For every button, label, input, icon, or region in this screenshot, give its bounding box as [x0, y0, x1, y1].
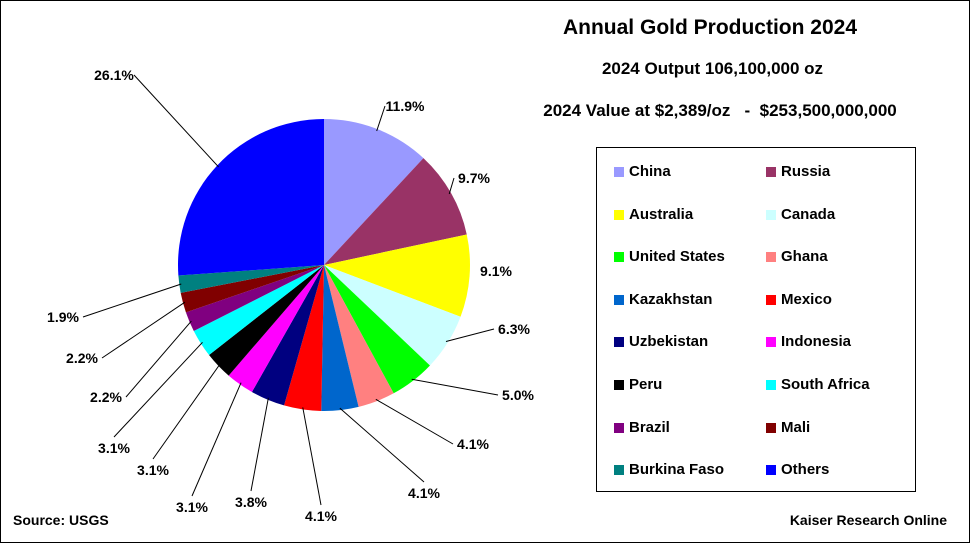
legend-swatch: [766, 422, 776, 433]
legend-label: Others: [781, 461, 830, 479]
slice-label: 11.9%: [386, 98, 425, 114]
legend-label: Kazakhstan: [629, 290, 713, 308]
leader-line: [302, 407, 322, 506]
legend-label: Indonesia: [781, 333, 852, 351]
legend-label: China: [629, 163, 671, 180]
leader-line: [152, 364, 221, 460]
pie-slice-mali: [180, 265, 324, 313]
legend-label: Mexico: [781, 290, 832, 308]
slice-label: 9.7%: [458, 170, 490, 186]
legend-swatch: [614, 422, 624, 433]
leader-line: [411, 378, 499, 396]
slice-label: 1.9%: [47, 309, 79, 325]
legend-swatch: [766, 294, 776, 305]
legend-swatch: [614, 209, 624, 220]
legend-swatch: [614, 294, 624, 305]
slice-label: 5.0%: [502, 387, 534, 403]
leader-line: [339, 407, 425, 483]
pie-slice-united-states: [324, 265, 430, 394]
slice-label: 4.1%: [305, 508, 337, 524]
slice-label: 3.1%: [98, 440, 130, 456]
pie-slice-ghana: [324, 265, 394, 407]
slice-label: 9.1%: [480, 263, 512, 279]
legend-swatch: [766, 465, 776, 476]
chart-subtitle-output: 2024 Output 106,100,000 oz: [601, 59, 824, 78]
leader-line: [133, 74, 219, 168]
legend-swatch: [614, 337, 624, 348]
legend-label: Russia: [781, 163, 831, 180]
legend-label: Ghana: [781, 248, 828, 266]
pie-slice-indonesia: [228, 265, 324, 392]
slice-label: 2.2%: [90, 389, 122, 405]
legend-swatch: [614, 167, 624, 177]
slice-label: 6.3%: [498, 321, 530, 337]
slice-label: 4.1%: [457, 436, 489, 452]
legend-label: Australia: [629, 205, 694, 223]
pie-slice-brazil: [185, 265, 324, 331]
leader-line: [376, 105, 386, 132]
legend-swatch: [766, 380, 776, 390]
credit-note: Kaiser Research Online: [789, 512, 947, 528]
leader-line: [448, 177, 455, 195]
legend-label: Burkina Faso: [629, 461, 725, 479]
pie-slice-south-africa: [193, 265, 324, 355]
leader-line: [191, 382, 242, 497]
pie-slices: [177, 118, 470, 411]
legend-label: Brazil: [629, 418, 670, 436]
leader-line: [250, 397, 269, 492]
legend-label: United States: [629, 248, 725, 266]
slice-labels: 11.9% 9.7% 9.1% 6.3% 5.0% 4.1% 4.1% 4.1% 3.8% 3.1…: [47, 67, 534, 524]
pie-slice-others: [177, 118, 324, 276]
pie-slice-china: [324, 118, 424, 265]
source-note: Source: USGS: [13, 512, 109, 528]
slice-label: 3.1%: [137, 462, 169, 478]
legend-swatch: [766, 209, 776, 220]
legend-label: Peru: [629, 376, 663, 393]
slice-label: 3.1%: [176, 499, 208, 515]
legend-swatch: [766, 337, 776, 348]
pie-slice-peru: [209, 265, 324, 376]
pie-slice-australia: [324, 234, 470, 317]
pie-slice-canada: [324, 265, 461, 366]
slice-label: 26.1%: [94, 67, 134, 83]
pie-slice-kazakhstan: [321, 265, 359, 411]
leader-line: [125, 320, 192, 398]
leader-line: [375, 398, 454, 445]
leader-lines: [82, 74, 499, 506]
legend-label: Mali: [781, 418, 811, 436]
leader-line: [101, 301, 186, 359]
pie-slice-uzbekistan: [251, 265, 324, 406]
pie-slice-russia: [324, 158, 467, 265]
pie-slice-mexico: [284, 265, 324, 411]
slice-label: 2.2%: [66, 350, 98, 366]
legend-label: Canada: [781, 205, 836, 223]
legend-swatch: [766, 167, 776, 177]
legend-swatch: [614, 465, 624, 476]
legend-label: South Africa: [781, 376, 870, 393]
chart-title: Annual Gold Production 2024: [562, 16, 858, 39]
leader-line: [113, 341, 203, 438]
leader-line: [82, 283, 182, 318]
legend-label: Uzbekistan: [629, 333, 709, 351]
legend-swatch: [614, 252, 624, 263]
legend: China Russia Australia Canada United States G…: [596, 147, 916, 492]
chart-subtitle-value: 2024 Value at $2,389/oz - $253,500,000,0…: [543, 101, 897, 120]
legend-swatch: [614, 380, 624, 390]
legend-swatch: [766, 252, 776, 263]
slice-label: 4.1%: [408, 485, 440, 501]
pie-slice-burkina-faso: [178, 265, 324, 293]
slice-label: 3.8%: [235, 494, 267, 510]
leader-line: [445, 328, 495, 343]
